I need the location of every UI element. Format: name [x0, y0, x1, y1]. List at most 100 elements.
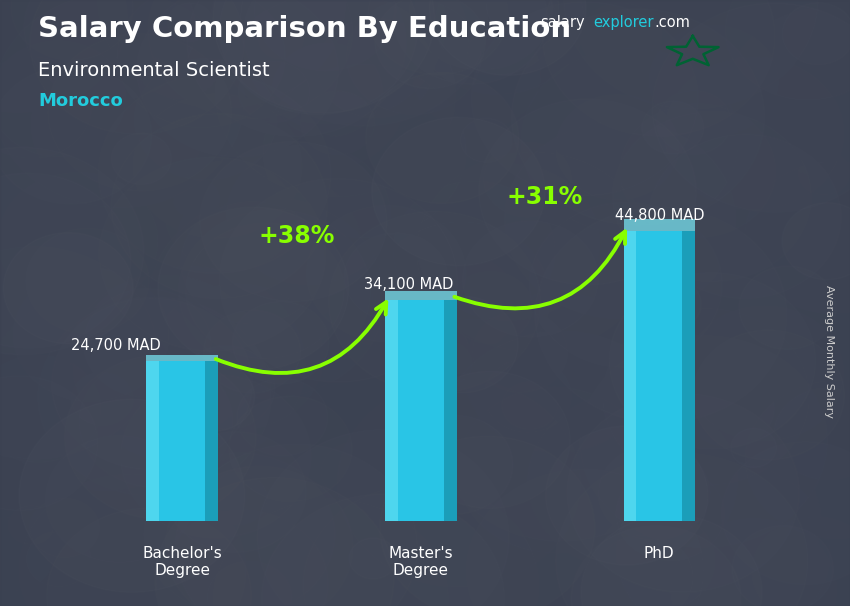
Ellipse shape: [542, 0, 775, 136]
FancyBboxPatch shape: [624, 231, 695, 521]
Bar: [624, 219, 695, 231]
Ellipse shape: [405, 296, 518, 393]
Ellipse shape: [564, 0, 818, 109]
Ellipse shape: [262, 494, 504, 606]
Text: .com: .com: [654, 15, 690, 30]
Ellipse shape: [238, 61, 310, 122]
Bar: [205, 361, 218, 521]
Ellipse shape: [157, 356, 207, 399]
Text: Environmental Scientist: Environmental Scientist: [38, 61, 269, 79]
Ellipse shape: [237, 378, 328, 456]
Ellipse shape: [486, 0, 559, 37]
Ellipse shape: [380, 436, 595, 606]
Ellipse shape: [745, 161, 850, 313]
Ellipse shape: [344, 233, 447, 321]
Ellipse shape: [462, 221, 598, 337]
Bar: [444, 300, 456, 521]
Ellipse shape: [420, 341, 473, 386]
Text: salary: salary: [540, 15, 584, 30]
Text: Bachelor's
Degree: Bachelor's Degree: [142, 545, 222, 578]
Ellipse shape: [461, 118, 512, 162]
Ellipse shape: [99, 157, 326, 351]
Bar: [146, 361, 159, 521]
Ellipse shape: [48, 34, 231, 191]
Ellipse shape: [329, 211, 541, 393]
Ellipse shape: [375, 0, 485, 88]
Ellipse shape: [349, 538, 397, 579]
Ellipse shape: [448, 271, 532, 344]
Ellipse shape: [137, 0, 338, 157]
Ellipse shape: [20, 399, 245, 592]
Ellipse shape: [203, 310, 301, 393]
Ellipse shape: [99, 74, 331, 273]
Ellipse shape: [0, 173, 131, 348]
Ellipse shape: [546, 426, 708, 565]
Ellipse shape: [368, 0, 508, 75]
Ellipse shape: [657, 90, 731, 154]
Ellipse shape: [371, 118, 545, 265]
Ellipse shape: [782, 202, 850, 280]
Ellipse shape: [337, 379, 581, 587]
Ellipse shape: [581, 514, 762, 606]
Ellipse shape: [468, 32, 512, 68]
Ellipse shape: [731, 428, 777, 467]
Ellipse shape: [65, 355, 256, 519]
Ellipse shape: [47, 508, 252, 606]
Ellipse shape: [111, 113, 327, 299]
Ellipse shape: [732, 525, 833, 606]
Text: +38%: +38%: [258, 224, 335, 248]
Ellipse shape: [521, 48, 739, 234]
Bar: [385, 300, 398, 521]
Ellipse shape: [567, 394, 799, 592]
Ellipse shape: [121, 375, 311, 538]
Ellipse shape: [167, 3, 212, 42]
Ellipse shape: [219, 0, 417, 115]
Ellipse shape: [640, 278, 701, 330]
Ellipse shape: [0, 376, 98, 511]
Ellipse shape: [649, 25, 779, 136]
Text: Morocco: Morocco: [38, 92, 123, 110]
Bar: [146, 355, 218, 361]
Ellipse shape: [30, 0, 244, 135]
Ellipse shape: [155, 478, 394, 606]
Ellipse shape: [3, 233, 133, 344]
Ellipse shape: [83, 288, 211, 398]
FancyBboxPatch shape: [146, 361, 218, 521]
Ellipse shape: [31, 50, 206, 199]
Ellipse shape: [366, 73, 518, 204]
Ellipse shape: [173, 362, 254, 431]
Bar: [385, 291, 456, 300]
Ellipse shape: [410, 371, 570, 508]
Ellipse shape: [26, 531, 91, 587]
Ellipse shape: [394, 0, 547, 84]
Ellipse shape: [156, 510, 328, 606]
Ellipse shape: [144, 453, 335, 606]
Ellipse shape: [571, 526, 741, 606]
Ellipse shape: [686, 306, 844, 441]
Ellipse shape: [229, 396, 352, 502]
Ellipse shape: [0, 147, 144, 355]
Ellipse shape: [722, 442, 850, 585]
Ellipse shape: [479, 99, 696, 285]
Text: 24,700 MAD: 24,700 MAD: [71, 338, 161, 353]
Ellipse shape: [20, 474, 246, 606]
Ellipse shape: [0, 0, 244, 208]
Ellipse shape: [213, 0, 434, 113]
Text: 44,800 MAD: 44,800 MAD: [615, 208, 704, 223]
Ellipse shape: [200, 142, 387, 302]
Ellipse shape: [0, 41, 126, 157]
FancyBboxPatch shape: [385, 300, 456, 521]
Ellipse shape: [241, 0, 488, 126]
Ellipse shape: [254, 0, 396, 71]
Ellipse shape: [649, 134, 841, 299]
Ellipse shape: [484, 358, 571, 433]
Bar: [683, 231, 695, 521]
Ellipse shape: [111, 133, 172, 184]
Ellipse shape: [181, 201, 325, 324]
Ellipse shape: [685, 370, 774, 447]
Text: 34,100 MAD: 34,100 MAD: [364, 278, 454, 293]
Ellipse shape: [258, 430, 509, 606]
Bar: [624, 231, 637, 521]
Ellipse shape: [187, 0, 406, 136]
Ellipse shape: [528, 391, 738, 571]
